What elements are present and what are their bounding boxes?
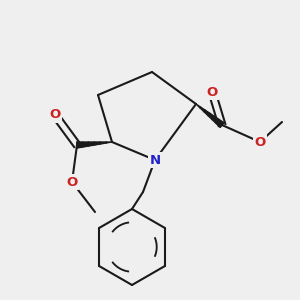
Text: O: O <box>254 136 266 148</box>
Text: O: O <box>66 176 78 188</box>
Text: N: N <box>149 154 161 166</box>
Polygon shape <box>196 104 224 127</box>
Text: O: O <box>50 109 61 122</box>
Text: O: O <box>206 85 218 98</box>
Polygon shape <box>77 142 112 148</box>
